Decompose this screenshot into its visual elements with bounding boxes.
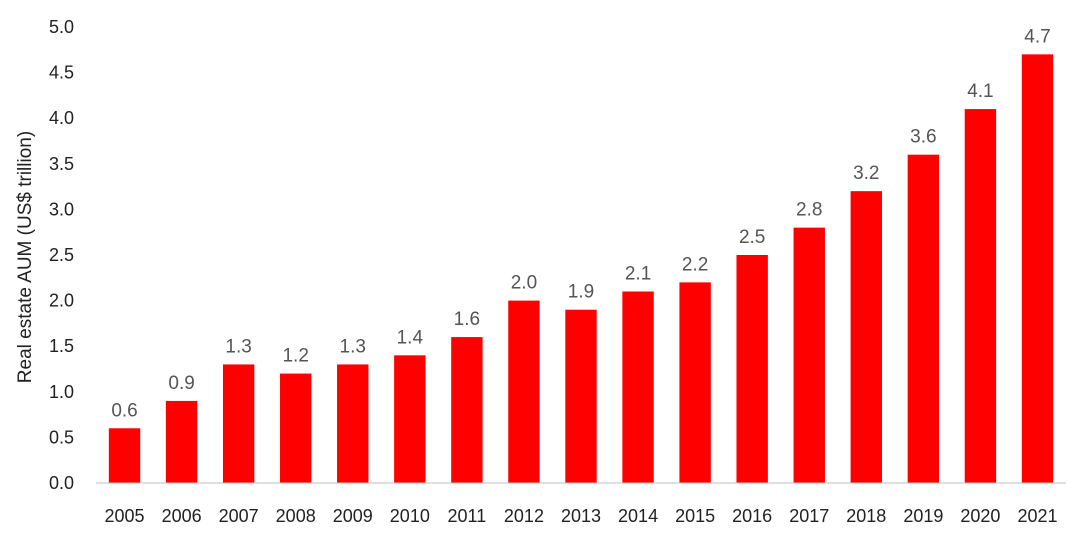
y-axis-ticks: 0.0 0.5 1.0 1.5 2.0 2.5 3.0 3.5 4.0 4.5 5.0	[49, 17, 74, 493]
data-label-2013: 1.9	[568, 282, 594, 303]
data-label-2020: 4.1	[967, 81, 993, 102]
bar-2019	[907, 154, 940, 483]
x-tick-label-2020: 2020	[960, 506, 1000, 526]
bar-2009	[337, 364, 369, 483]
data-label-2018: 3.2	[853, 163, 879, 184]
y-tick-label: 1.5	[49, 336, 74, 356]
x-tick-label-2021: 2021	[1017, 506, 1057, 526]
y-tick-label: 3.5	[49, 154, 74, 174]
data-label-2009: 1.3	[340, 336, 366, 357]
x-tick-label-2008: 2008	[276, 506, 316, 526]
data-label-2005: 0.6	[111, 400, 137, 421]
data-label-2012: 2.0	[511, 273, 537, 294]
data-label-2015: 2.2	[682, 254, 708, 275]
data-labels: 0.6 0.9 1.3 1.2 1.3 1.4 1.6 2.0 1.9 2.1 2.2 2.5 2.8 3…	[111, 26, 1050, 421]
bar-2010	[394, 355, 426, 483]
y-tick-label: 4.5	[49, 63, 74, 83]
y-tick-label: 4.0	[49, 108, 74, 128]
x-tick-label-2012: 2012	[504, 506, 544, 526]
bar-2018	[850, 191, 882, 483]
y-axis-label: Real estate AUM (US$ trillion)	[15, 131, 36, 383]
data-label-2017: 2.8	[796, 200, 822, 221]
data-label-2014: 2.1	[625, 263, 651, 284]
bars	[108, 54, 1054, 484]
bar-2021	[1021, 54, 1054, 484]
x-tick-label-2015: 2015	[675, 506, 715, 526]
x-tick-label-2016: 2016	[732, 506, 772, 526]
y-tick-label: 2.0	[49, 291, 74, 311]
x-tick-label-2014: 2014	[618, 506, 658, 526]
x-tick-label-2017: 2017	[789, 506, 829, 526]
bar-2012	[508, 300, 540, 483]
y-tick-label: 2.5	[49, 245, 74, 265]
bar-2006	[165, 400, 198, 483]
data-label-2019: 3.6	[910, 127, 936, 148]
bar-2008	[280, 373, 312, 483]
x-tick-label-2011: 2011	[448, 506, 487, 526]
x-tick-label-2013: 2013	[561, 506, 601, 526]
y-tick-label: 3.0	[49, 199, 74, 219]
bar-2011	[451, 337, 483, 483]
y-tick-label: 0.0	[49, 473, 74, 493]
x-tick-label-2019: 2019	[903, 506, 943, 526]
x-tick-label-2007: 2007	[219, 506, 259, 526]
bar-2017	[793, 227, 825, 483]
y-tick-label: 0.5	[49, 427, 74, 447]
bar-2020	[964, 109, 997, 483]
bar-2007	[222, 364, 255, 483]
data-label-2011: 1.6	[454, 309, 480, 330]
bar-2014	[622, 291, 654, 483]
x-tick-label-2010: 2010	[390, 506, 430, 526]
x-tick-label-2005: 2005	[105, 506, 145, 526]
data-label-2010: 1.4	[397, 327, 424, 348]
x-tick-label-2018: 2018	[846, 506, 886, 526]
bar-2005	[108, 428, 141, 483]
x-tick-label-2009: 2009	[333, 506, 373, 526]
x-tick-label-2006: 2006	[162, 506, 202, 526]
data-label-2006: 0.9	[168, 373, 194, 394]
y-tick-label: 5.0	[49, 17, 74, 37]
data-label-2016: 2.5	[739, 227, 765, 248]
data-label-2008: 1.2	[282, 346, 308, 367]
bar-2013	[565, 309, 597, 483]
bar-2016	[736, 255, 768, 483]
bar-2015	[679, 282, 711, 483]
data-label-2007: 1.3	[225, 336, 251, 357]
x-axis-ticks: 2005 2006 2007 2008 2009 2010 2011 2012 2013 2014…	[105, 506, 1058, 526]
data-label-2021: 4.7	[1024, 26, 1050, 47]
y-tick-label: 1.0	[49, 382, 74, 402]
